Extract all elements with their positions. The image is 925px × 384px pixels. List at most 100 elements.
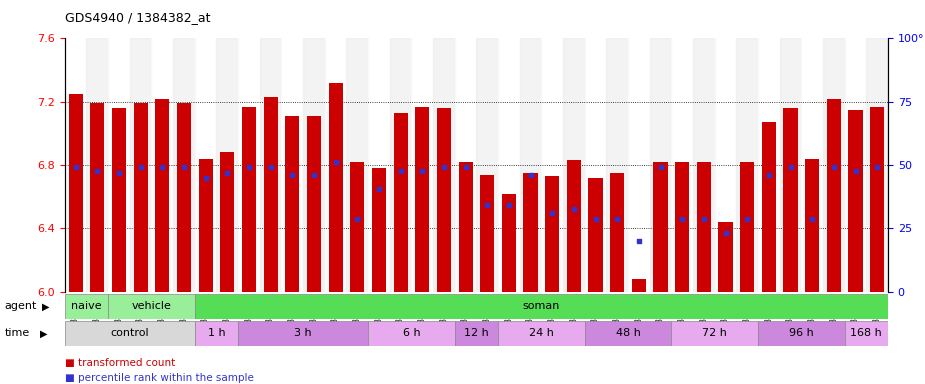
Text: 24 h: 24 h <box>529 328 554 338</box>
Text: 96 h: 96 h <box>789 328 814 338</box>
Bar <box>65 38 86 292</box>
Bar <box>303 38 325 292</box>
Bar <box>195 321 238 346</box>
Point <box>588 216 603 222</box>
Bar <box>545 176 560 292</box>
Text: 72 h: 72 h <box>702 328 727 338</box>
Point <box>68 164 83 170</box>
Bar <box>845 321 888 346</box>
Point <box>718 230 733 236</box>
Point <box>414 169 429 175</box>
Point <box>761 172 776 178</box>
Point <box>437 164 451 170</box>
Bar <box>455 38 476 292</box>
Bar <box>177 103 191 292</box>
Bar <box>260 38 281 292</box>
Text: 3 h: 3 h <box>294 328 312 338</box>
Point <box>653 164 668 170</box>
Bar <box>368 38 389 292</box>
Bar <box>758 321 845 346</box>
Point <box>675 216 690 222</box>
Bar <box>520 38 541 292</box>
Point <box>566 207 581 213</box>
Bar <box>697 162 711 292</box>
Point <box>632 238 647 244</box>
Bar <box>632 279 646 292</box>
Bar <box>220 152 234 292</box>
Bar <box>68 94 82 292</box>
Bar <box>328 83 342 292</box>
Bar <box>91 103 105 292</box>
Bar <box>238 38 260 292</box>
Bar <box>780 38 801 292</box>
Point <box>393 169 408 175</box>
Bar <box>264 97 278 292</box>
Point <box>501 202 516 208</box>
Bar <box>65 321 195 346</box>
Bar <box>346 38 368 292</box>
Point <box>372 186 387 192</box>
Bar <box>783 108 797 292</box>
Bar <box>195 38 216 292</box>
Text: 12 h: 12 h <box>464 328 488 338</box>
Text: agent: agent <box>5 301 37 311</box>
Bar <box>870 106 884 292</box>
Bar <box>610 173 624 292</box>
Point <box>328 159 343 165</box>
Bar <box>195 294 888 319</box>
Bar <box>736 38 758 292</box>
Bar <box>412 38 433 292</box>
Bar <box>155 99 169 292</box>
Bar <box>649 38 672 292</box>
Bar <box>675 162 689 292</box>
Point <box>90 169 105 175</box>
Text: 48 h: 48 h <box>616 328 640 338</box>
Bar <box>307 116 321 292</box>
Point <box>306 172 321 178</box>
Bar <box>585 321 672 346</box>
Text: ■ transformed count: ■ transformed count <box>65 358 175 368</box>
Text: control: control <box>110 328 149 338</box>
Point <box>241 164 256 170</box>
Bar <box>325 38 346 292</box>
Text: GDS4940 / 1384382_at: GDS4940 / 1384382_at <box>65 12 210 25</box>
Bar <box>848 110 862 292</box>
Bar <box>112 108 126 292</box>
Bar <box>672 38 693 292</box>
Point <box>870 164 884 170</box>
Bar <box>801 38 823 292</box>
Bar <box>607 38 628 292</box>
Bar <box>459 162 473 292</box>
Bar <box>437 108 450 292</box>
Bar <box>133 103 148 292</box>
Text: ▶: ▶ <box>40 328 47 338</box>
Point <box>480 202 495 208</box>
Point <box>177 164 191 170</box>
Bar <box>563 38 585 292</box>
Point <box>154 164 169 170</box>
Bar <box>498 38 520 292</box>
Bar <box>389 38 412 292</box>
Point <box>740 216 755 222</box>
Text: vehicle: vehicle <box>131 301 171 311</box>
Bar <box>351 162 364 292</box>
Point <box>805 216 820 222</box>
Bar <box>455 321 498 346</box>
Bar <box>476 38 498 292</box>
Point <box>112 170 127 176</box>
Text: 1 h: 1 h <box>207 328 225 338</box>
Bar <box>65 294 108 319</box>
Bar <box>393 113 408 292</box>
Bar <box>108 38 130 292</box>
Bar <box>152 38 173 292</box>
Bar <box>541 38 563 292</box>
Bar <box>238 321 368 346</box>
Bar <box>372 168 386 292</box>
Point <box>783 164 798 170</box>
Text: 168 h: 168 h <box>850 328 882 338</box>
Point <box>263 164 278 170</box>
Bar <box>740 162 754 292</box>
Point <box>826 164 841 170</box>
Text: 6 h: 6 h <box>402 328 420 338</box>
Bar <box>653 162 668 292</box>
